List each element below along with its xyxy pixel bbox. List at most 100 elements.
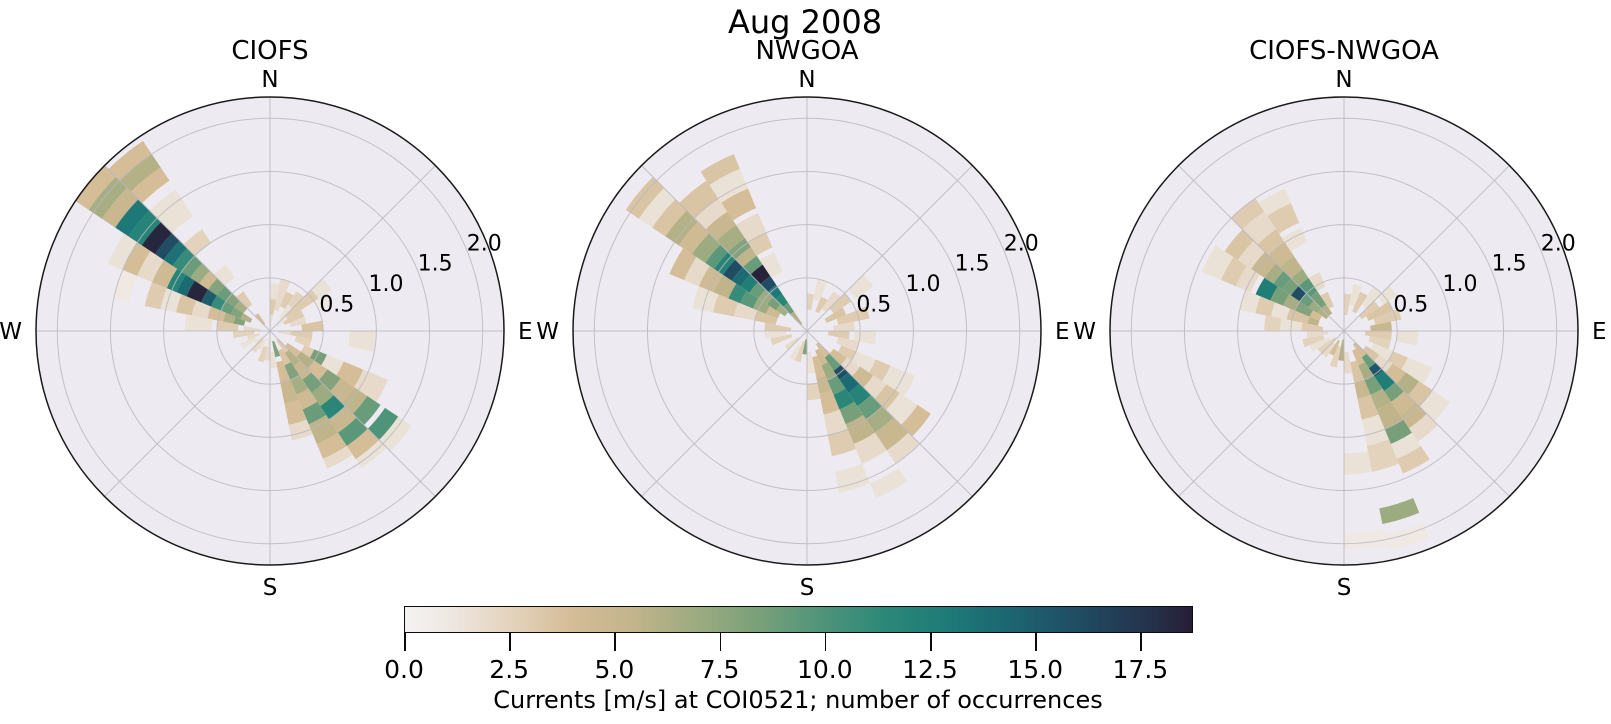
rose-cell xyxy=(1301,322,1324,331)
rose-cell xyxy=(285,342,301,358)
rose-cell xyxy=(853,432,887,464)
colorbar-tick-label: 5.0 xyxy=(594,655,635,684)
rose-cell xyxy=(713,294,739,317)
rose-cell xyxy=(232,331,255,339)
rose-cell xyxy=(1374,370,1396,392)
rose-cell xyxy=(308,415,338,445)
rose-cell xyxy=(329,406,357,433)
rose-cell xyxy=(759,252,783,278)
rose-cell xyxy=(782,302,794,315)
rose-cell xyxy=(1320,291,1334,309)
colorbar-tick-mark xyxy=(824,633,827,651)
rose-cell xyxy=(740,290,759,309)
rose-cell xyxy=(802,339,807,355)
colorbar-tick-mark xyxy=(930,633,932,651)
rose-cell xyxy=(705,211,737,241)
rose-cell xyxy=(1396,331,1419,346)
rose-cell xyxy=(882,365,916,396)
colorbar-tick-mark xyxy=(614,633,616,651)
rose-cell xyxy=(352,396,381,426)
rose-cell xyxy=(285,289,319,320)
rose-cell xyxy=(274,278,291,312)
rose-cell xyxy=(700,154,740,186)
rose-cell xyxy=(837,345,857,361)
rose-cell xyxy=(1366,439,1399,472)
rose-cell xyxy=(1349,284,1363,307)
rose-cell xyxy=(284,399,307,425)
rose-cell xyxy=(790,311,803,325)
axes-outline xyxy=(1109,96,1579,566)
rose-cell xyxy=(1359,300,1380,320)
rose-cell xyxy=(293,361,312,380)
rose-cell xyxy=(1344,293,1352,316)
rose-cell xyxy=(839,372,860,393)
cardinal-label-n: N xyxy=(1335,67,1352,93)
rose-cell xyxy=(287,291,304,309)
rose-cell xyxy=(1401,357,1433,385)
rose-cell xyxy=(1306,331,1329,339)
rose-cell xyxy=(311,278,332,299)
rose-cell xyxy=(1201,245,1234,281)
rose-cell xyxy=(1237,240,1266,269)
rose-cell xyxy=(163,240,188,266)
rose-cell xyxy=(740,274,759,293)
cardinal-label-s: S xyxy=(800,575,815,601)
rose-cell xyxy=(176,294,197,316)
rose-cell xyxy=(301,320,324,331)
rose-cell xyxy=(296,388,318,410)
grid-spoke xyxy=(641,165,808,332)
rose-cell xyxy=(731,267,751,287)
rose-cell xyxy=(722,259,744,281)
rose-cell xyxy=(823,409,848,436)
radial-tick-label: 2.0 xyxy=(1004,231,1039,256)
rose-cell xyxy=(160,288,182,313)
rose-cell xyxy=(1407,381,1433,407)
colorbar-tick-mark xyxy=(1140,633,1142,651)
cardinal-label-n: N xyxy=(798,67,815,93)
rose-cell xyxy=(1362,345,1380,362)
colorbar-tick-label: 17.5 xyxy=(1112,655,1169,684)
radial-tick-label: 1.5 xyxy=(955,252,990,277)
rose-cell xyxy=(318,369,341,392)
rose-cell xyxy=(807,351,816,374)
rose-cell xyxy=(1344,529,1387,550)
rose-cell xyxy=(1273,270,1292,290)
rose-cell xyxy=(247,333,261,340)
rose-cell xyxy=(379,416,412,452)
rose-cell xyxy=(735,246,757,268)
rose-cell xyxy=(827,375,846,395)
rose-cell xyxy=(346,428,380,460)
rose-cell xyxy=(776,304,789,317)
rose-cell xyxy=(824,353,841,371)
rose-cell xyxy=(1352,348,1365,366)
radial-tick-label: 1.0 xyxy=(1442,272,1477,297)
rose-cell xyxy=(665,210,698,246)
rose-cell xyxy=(216,320,239,331)
rose-cell xyxy=(1366,301,1394,321)
rose-cell xyxy=(230,307,244,319)
rose-cell xyxy=(289,316,307,327)
rose-cell xyxy=(270,299,277,316)
rose-cell xyxy=(233,316,246,326)
rose-cell xyxy=(1384,419,1412,445)
rose-cell xyxy=(813,278,828,302)
rose-cell xyxy=(1309,310,1322,321)
plot-title-nwgoa: NWGOA xyxy=(755,36,859,66)
rose-cell xyxy=(314,292,334,311)
rose-cell xyxy=(1255,277,1278,301)
rose-cell xyxy=(874,417,909,451)
rose-cell xyxy=(1317,308,1329,320)
axes-outline xyxy=(35,96,505,566)
colorbar-tick-mark xyxy=(1035,633,1037,651)
rose-cell xyxy=(1390,432,1421,459)
rose-cell xyxy=(207,306,226,322)
colorbar-tick-label: 2.5 xyxy=(489,655,530,684)
plot-title-ciofs: CIOFS xyxy=(231,36,309,66)
rose-cell xyxy=(341,387,368,414)
rose-cell xyxy=(764,322,792,331)
colorbar-tick-mark xyxy=(404,633,406,651)
colorbar-tick-label: 10.0 xyxy=(796,655,853,684)
radial-tick-label: 1.5 xyxy=(1492,252,1527,277)
rose-cell xyxy=(240,313,253,323)
